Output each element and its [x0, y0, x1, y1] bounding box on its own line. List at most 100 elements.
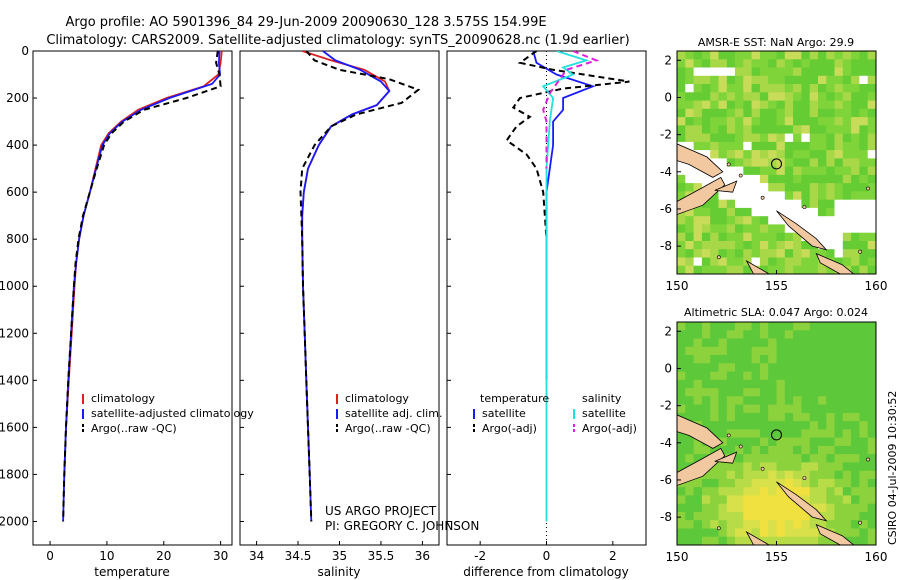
map-cell: [818, 346, 827, 356]
map-cell: [710, 224, 720, 234]
map-cell: [776, 520, 786, 530]
map-cell: [834, 520, 844, 530]
map-cell: [776, 536, 786, 545]
map-cell: [809, 388, 819, 397]
map-cell: [693, 84, 703, 93]
map-cell: [784, 512, 794, 521]
map-cell: [784, 470, 794, 480]
map-cell: [801, 174, 811, 184]
map-cell: [784, 117, 794, 126]
map-cell: [809, 199, 819, 209]
map-cell: [793, 355, 802, 364]
x-tick-label: -2: [474, 549, 486, 563]
map-cell: [768, 84, 778, 93]
map-cell: [726, 520, 736, 530]
map-cell: [851, 216, 860, 226]
map-cell: [743, 355, 753, 364]
map-cell: [768, 412, 778, 422]
map-cell: [801, 84, 811, 93]
map-cell: [677, 528, 686, 538]
map-cell: [685, 183, 695, 192]
map-cell: [784, 396, 794, 406]
y-tick-label: 1800: [0, 467, 29, 481]
map-cell: [677, 454, 686, 463]
map-cell: [826, 59, 836, 69]
map-cell: [751, 363, 761, 373]
map-cell: [793, 51, 802, 60]
map-cell: [818, 379, 827, 389]
map-cell: [759, 51, 769, 60]
map-cell: [809, 487, 819, 497]
map-cell: [809, 404, 819, 414]
map-cell: [859, 207, 869, 217]
map-cell: [842, 216, 852, 226]
map-cell: [793, 100, 802, 110]
map-cell: [718, 363, 728, 373]
map-cell: [867, 216, 876, 226]
map-cell: [809, 495, 819, 505]
map-cell: [793, 158, 802, 168]
map-cell: [701, 520, 711, 530]
map-cell: [718, 108, 728, 118]
map-cell: [793, 191, 802, 201]
map-cell: [859, 536, 869, 545]
map-cell: [735, 462, 744, 472]
map-cell: [693, 363, 703, 373]
map-cell: [842, 355, 852, 364]
temperature-panel: 0 10 20 30 0 200 400 600 800 1000 1200 1400 1600 1800…: [0, 44, 254, 579]
map-cell: [842, 371, 852, 381]
map-cell: [809, 412, 819, 422]
map-cell: [851, 528, 860, 538]
map-cell: [735, 338, 744, 348]
map-cell: [718, 207, 728, 217]
map-cell: [826, 150, 836, 159]
map-cell: [826, 125, 836, 135]
map-cell: [809, 338, 819, 348]
map-cell: [784, 75, 794, 85]
map-cell: [809, 183, 819, 192]
map-cell: [776, 249, 786, 259]
map-cell: [718, 412, 728, 422]
legend-label: Argo(-adj): [582, 422, 637, 435]
map-cell: [826, 470, 836, 480]
map-cell: [735, 257, 744, 267]
map-cell: [685, 51, 695, 60]
map-cell: [718, 429, 728, 439]
map-cell: [718, 355, 728, 364]
map-cell: [859, 224, 869, 234]
map-cell: [735, 470, 744, 480]
map-cell: [751, 108, 761, 118]
map-cell: [793, 536, 802, 545]
map-cell: [842, 437, 852, 447]
map-cell: [726, 355, 736, 364]
map-cell: [842, 150, 852, 159]
map-cell: [834, 117, 844, 126]
map-cell: [793, 470, 802, 480]
map-cell: [768, 125, 778, 135]
map-x-tick-label: 155: [765, 550, 788, 564]
map-cell: [768, 503, 778, 513]
map-y-tick-label: -6: [660, 473, 672, 487]
map-cell: [685, 232, 695, 242]
map-cell: [751, 512, 761, 521]
map-cell: [685, 338, 695, 348]
map-cell: [768, 322, 778, 331]
map-cell: [867, 363, 876, 373]
map-cell: [776, 84, 786, 93]
map-cell: [826, 100, 836, 110]
map-cell: [768, 257, 778, 267]
map-cell: [867, 257, 876, 267]
map-cell: [851, 404, 860, 414]
map-cell: [801, 216, 811, 226]
map-cell: [718, 404, 728, 414]
map-cell: [793, 75, 802, 85]
map-cell: [801, 470, 811, 480]
map-cell: [693, 117, 703, 126]
map-cell: [759, 141, 769, 151]
map-cell: [768, 75, 778, 85]
map-cell: [809, 67, 819, 77]
map-cell: [759, 67, 769, 77]
map-cell: [701, 92, 711, 102]
temperature-xlabel: temperature: [94, 565, 169, 579]
map-cell: [759, 241, 769, 250]
